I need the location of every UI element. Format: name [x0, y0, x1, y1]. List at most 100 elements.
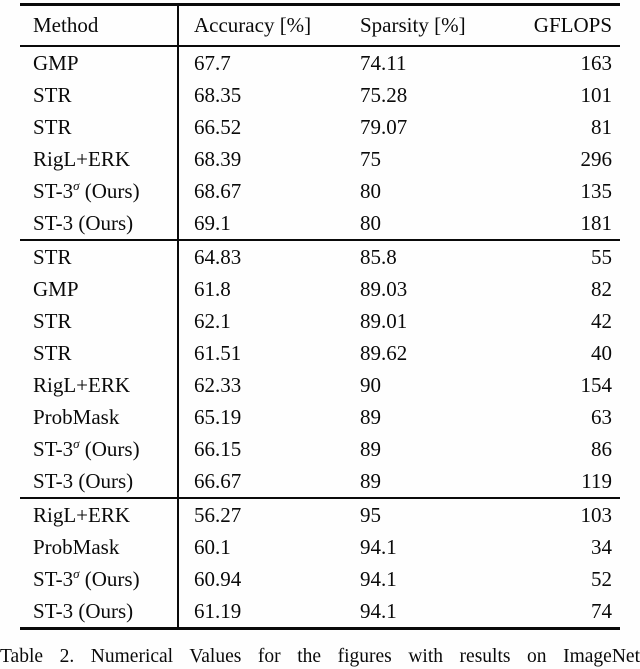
- method-cell: ST-3 (Ours): [20, 595, 178, 629]
- accuracy-cell: 66.15: [177, 433, 360, 465]
- gflops-cell: 119: [581, 468, 612, 493]
- table-row: ProbMask 60.1 94.1 34: [20, 531, 620, 563]
- column-header-sparsity: Sparsity [%]: [360, 4, 515, 47]
- table-row: STR 64.83 85.8 55: [20, 239, 620, 273]
- accuracy-cell: 62.1: [177, 305, 360, 337]
- sparsity-cell: 75.28: [360, 82, 408, 107]
- table-row: GMP 61.8 89.03 82: [20, 273, 620, 305]
- table-caption: Table 2. Numerical Values for the figure…: [0, 646, 640, 667]
- sparsity-cell: 90: [360, 372, 381, 397]
- sparsity-cell: 74.11: [360, 50, 407, 75]
- method-suffix: (Ours): [73, 598, 134, 623]
- accuracy-cell: 65.19: [177, 401, 360, 433]
- method-name: ProbMask: [33, 534, 120, 559]
- method-name: ST-3: [33, 468, 74, 493]
- gflops-cell: 34: [591, 534, 612, 559]
- table-row: GMP 67.7 74.11 163: [20, 46, 620, 79]
- method-name: RigL+ERK: [33, 146, 131, 171]
- method-cell: STR: [20, 305, 178, 337]
- gflops-cell: 40: [591, 340, 612, 365]
- table-row: ST-3σ (Ours) 66.15 89 86: [20, 433, 620, 465]
- accuracy-cell: 60.94: [177, 563, 360, 595]
- gflops-cell: 74: [591, 598, 612, 623]
- method-superscript-sigma: σ: [73, 177, 80, 193]
- sparsity-cell: 89.01: [360, 308, 408, 333]
- method-name: ProbMask: [33, 404, 120, 429]
- accuracy-cell: 68.67: [177, 175, 360, 207]
- sparsity-cell: 89: [360, 468, 381, 493]
- method-suffix: (Ours): [73, 468, 134, 493]
- accuracy-cell: 68.35: [177, 79, 360, 111]
- table-row: ProbMask 65.19 89 63: [20, 401, 620, 433]
- sparsity-cell: 89: [360, 436, 381, 461]
- method-cell: ST-3σ (Ours): [20, 433, 178, 465]
- column-header-method: Method: [20, 4, 178, 47]
- table-header-row: Method Accuracy [%] Sparsity [%] GFLOPS: [20, 4, 620, 47]
- method-superscript-sigma: σ: [73, 435, 80, 451]
- method-name: STR: [33, 340, 72, 365]
- gflops-cell: 154: [580, 372, 613, 397]
- table-row: RigL+ERK 62.33 90 154: [20, 369, 620, 401]
- table-row: ST-3σ (Ours) 68.67 80 135: [20, 175, 620, 207]
- method-cell: STR: [20, 79, 178, 111]
- sparsity-cell: 80: [360, 210, 381, 235]
- accuracy-cell: 66.52: [177, 111, 360, 143]
- method-name: STR: [33, 82, 72, 107]
- table-row: ST-3 (Ours) 61.19 94.1 74: [20, 595, 620, 629]
- method-suffix: (Ours): [79, 436, 140, 461]
- gflops-cell: 86: [591, 436, 612, 461]
- method-cell: RigL+ERK: [20, 497, 178, 531]
- method-name: STR: [33, 114, 72, 139]
- accuracy-cell: 61.19: [177, 595, 360, 629]
- method-cell: STR: [20, 337, 178, 369]
- gflops-cell: 135: [580, 178, 613, 203]
- sparsity-cell: 89.03: [360, 276, 408, 301]
- paper-table-container: Method Accuracy [%] Sparsity [%] GFLOPS …: [20, 3, 620, 630]
- method-name: STR: [33, 244, 72, 269]
- method-cell: ST-3σ (Ours): [20, 175, 178, 207]
- accuracy-cell: 64.83: [177, 239, 360, 273]
- method-name: GMP: [33, 50, 79, 75]
- method-cell: ProbMask: [20, 531, 178, 563]
- method-cell: RigL+ERK: [20, 143, 178, 175]
- table-row: STR 61.51 89.62 40: [20, 337, 620, 369]
- method-name: ST-3: [33, 598, 74, 623]
- accuracy-cell: 62.33: [177, 369, 360, 401]
- table-row: ST-3σ (Ours) 60.94 94.1 52: [20, 563, 620, 595]
- column-header-accuracy: Accuracy [%]: [177, 4, 360, 47]
- table-body: GMP 67.7 74.11 163 STR 68.35 75.28 101 STR 66.52 7…: [20, 46, 620, 629]
- method-name: ST-3: [33, 436, 74, 461]
- accuracy-cell: 61.51: [177, 337, 360, 369]
- gflops-cell: 296: [580, 146, 613, 171]
- table-row: STR 66.52 79.07 81: [20, 111, 620, 143]
- gflops-cell: 103: [515, 497, 620, 531]
- accuracy-cell: 68.39: [177, 143, 360, 175]
- method-cell: STR: [20, 111, 178, 143]
- method-cell: STR: [20, 239, 178, 273]
- sparsity-cell: 80: [360, 178, 381, 203]
- accuracy-cell: 67.7: [177, 46, 360, 79]
- accuracy-cell: 56.27: [177, 497, 360, 531]
- method-cell: RigL+ERK: [20, 369, 178, 401]
- method-name: GMP: [33, 276, 79, 301]
- sparsity-cell: 89: [360, 404, 381, 429]
- method-name: ST-3: [33, 566, 74, 591]
- sparsity-cell: 75: [360, 146, 381, 171]
- method-cell: ST-3σ (Ours): [20, 563, 178, 595]
- method-cell: ProbMask: [20, 401, 178, 433]
- table-row: STR 68.35 75.28 101: [20, 79, 620, 111]
- results-table: Method Accuracy [%] Sparsity [%] GFLOPS …: [20, 3, 620, 630]
- method-suffix: (Ours): [79, 178, 140, 203]
- table-row: ST-3 (Ours) 69.1 80 181: [20, 207, 620, 240]
- gflops-cell: 63: [591, 404, 612, 429]
- method-suffix: (Ours): [79, 566, 140, 591]
- accuracy-cell: 60.1: [177, 531, 360, 563]
- gflops-cell: 52: [591, 566, 612, 591]
- gflops-cell: 55: [515, 239, 620, 273]
- method-name: ST-3: [33, 210, 74, 235]
- table-row: RigL+ERK 68.39 75 296: [20, 143, 620, 175]
- sparsity-cell: 79.07: [360, 114, 408, 139]
- sparsity-cell: 94.1: [360, 534, 397, 559]
- method-name: RigL+ERK: [33, 372, 131, 397]
